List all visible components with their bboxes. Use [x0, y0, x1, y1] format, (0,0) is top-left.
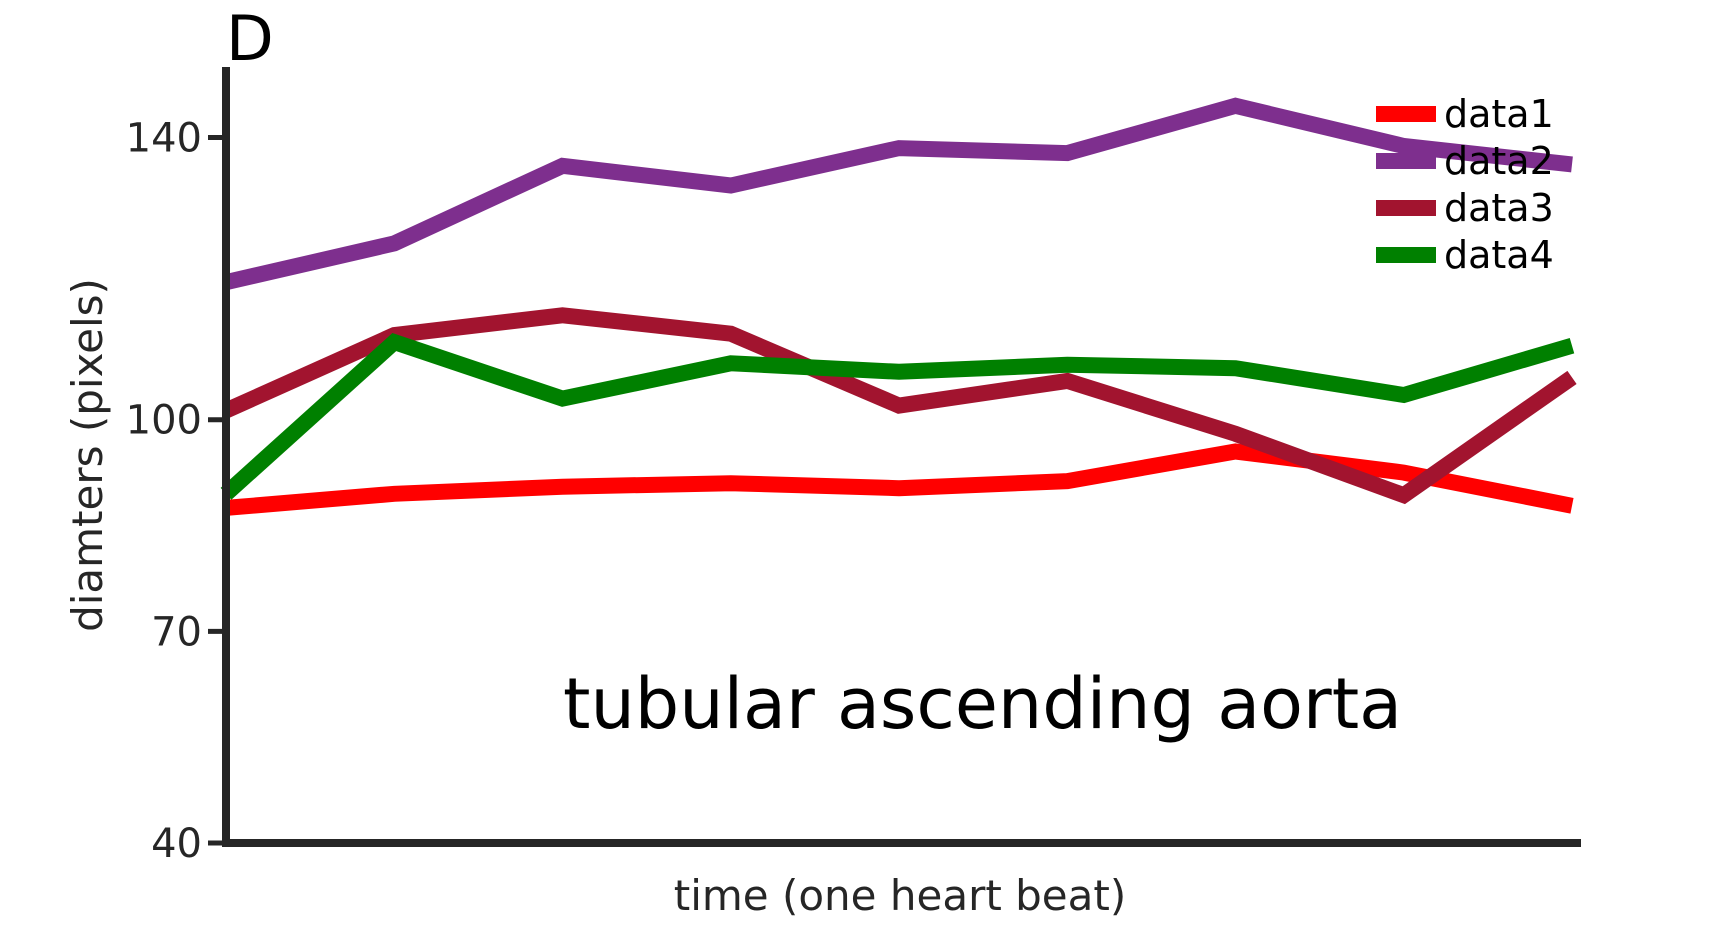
y-tick-label: 100	[126, 398, 202, 444]
series-line-data3	[222, 307, 1577, 505]
series-layer	[220, 97, 1577, 516]
legend-label-data1: data1	[1444, 92, 1554, 136]
legend-label-data4: data4	[1444, 233, 1554, 277]
y-tick-label: 40	[151, 821, 202, 867]
x-axis-label: time (one heart beat)	[674, 871, 1127, 920]
series-line-data1	[225, 443, 1574, 516]
y-tick-label: 140	[126, 116, 202, 162]
series-line-data2	[224, 97, 1573, 290]
panel-letter: D	[226, 2, 274, 75]
y-ticks: 40 70 100 140	[126, 116, 226, 867]
chart-annotation: tubular ascending aorta	[563, 663, 1402, 745]
series-line-data4	[220, 333, 1575, 500]
y-axis-label: diamters (pixels)	[63, 278, 112, 632]
legend-label-data2: data2	[1444, 139, 1554, 183]
legend-label-data3: data3	[1444, 186, 1554, 230]
y-tick-label: 70	[151, 609, 202, 655]
